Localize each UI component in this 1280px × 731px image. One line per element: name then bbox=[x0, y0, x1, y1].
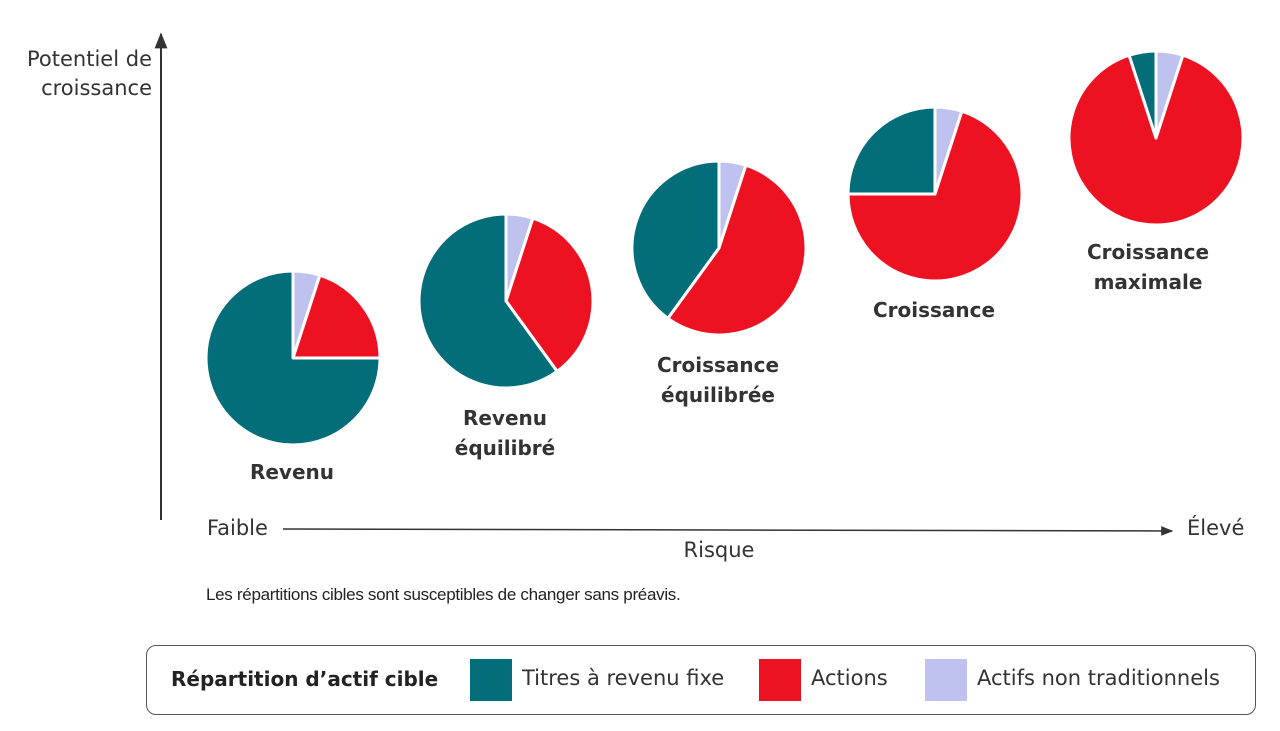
pie-label-line: Croissance bbox=[1086, 240, 1210, 264]
pie-slice-equities bbox=[1067, 53, 1245, 227]
pie-slice-fixed-income bbox=[630, 159, 721, 320]
legend-label-equities: Actions bbox=[811, 666, 888, 690]
x-axis-label: Risque bbox=[683, 538, 755, 562]
pie-slice-equities bbox=[666, 163, 808, 337]
pie-chart bbox=[846, 105, 1024, 283]
pie-label-line: équilibrée bbox=[661, 383, 775, 407]
pie-slice-fixed-income bbox=[846, 105, 937, 196]
x-axis-high-label: Élevé bbox=[1187, 516, 1245, 540]
pie-label-line: maximale bbox=[1093, 270, 1203, 294]
pie-label-line: équilibré bbox=[454, 436, 556, 460]
pie-label-line: Revenu bbox=[462, 406, 548, 430]
y-axis-label: Potentiel de croissance bbox=[14, 45, 152, 103]
pie-label-line: Revenu bbox=[249, 460, 335, 484]
pie-slice-equities bbox=[504, 216, 595, 373]
x-axis-low-label: Faible bbox=[207, 516, 268, 540]
pie-slice-fixed-income bbox=[1127, 49, 1158, 140]
pie-label-croissance: Croissance bbox=[824, 295, 1044, 325]
pies-layer bbox=[204, 49, 1245, 447]
pie-chart bbox=[630, 159, 808, 337]
legend-swatch-equities bbox=[759, 659, 801, 701]
pie-label-line: Croissance bbox=[872, 298, 996, 322]
x-axis bbox=[282, 526, 1174, 536]
pie-chart bbox=[1067, 49, 1245, 227]
pie-slice-fixed-income bbox=[417, 212, 559, 390]
pie-label-line: Croissance bbox=[656, 353, 780, 377]
legend-label-alternatives: Actifs non traditionnels bbox=[977, 666, 1220, 690]
pie-slice-equities bbox=[291, 273, 382, 360]
pie-slice-fixed-income bbox=[204, 269, 382, 447]
legend-swatch-alternatives bbox=[925, 659, 967, 701]
pie-chart bbox=[204, 269, 382, 447]
pie-label-croissance-maximale: Croissance maximale bbox=[1038, 237, 1258, 297]
legend: Répartition d’actif cible Titres à reven… bbox=[146, 645, 1256, 715]
legend-swatch-fixed-income bbox=[470, 659, 512, 701]
y-axis-label-line-1: Potentiel de bbox=[27, 47, 152, 71]
pie-slice-equities bbox=[846, 109, 1024, 283]
pie-label-revenu-equilibre: Revenu équilibré bbox=[395, 403, 615, 463]
pie-chart bbox=[417, 212, 595, 390]
pie-label-revenu: Revenu bbox=[182, 457, 402, 487]
pie-label-croissance-equilibree: Croissance équilibrée bbox=[608, 350, 828, 410]
legend-label-fixed-income: Titres à revenu fixe bbox=[522, 666, 725, 690]
y-axis-label-line-2: croissance bbox=[41, 76, 152, 100]
footnote: Les répartitions cibles sont susceptible… bbox=[206, 585, 681, 604]
legend-title: Répartition d’actif cible bbox=[171, 667, 439, 691]
